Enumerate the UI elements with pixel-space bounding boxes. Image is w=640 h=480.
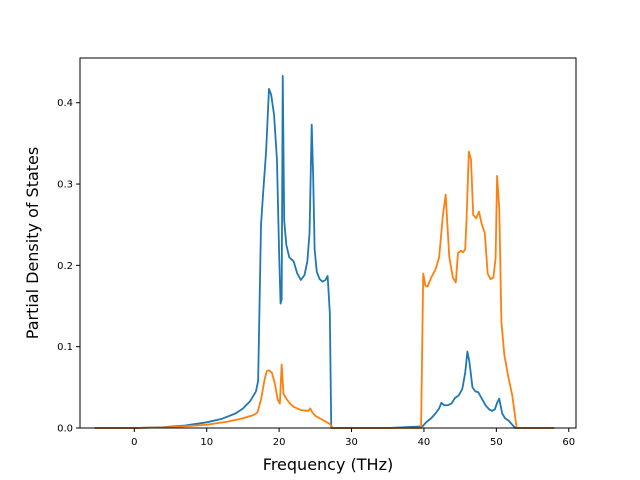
y-tick-label: 0.2 bbox=[57, 261, 73, 272]
y-tick-label: 0.1 bbox=[57, 342, 73, 353]
x-tick-label: 40 bbox=[418, 437, 431, 448]
y-tick-label: 0.3 bbox=[57, 180, 73, 191]
x-tick-label: 0 bbox=[131, 437, 137, 448]
series-line-1 bbox=[94, 74, 555, 429]
x-tick-label: 60 bbox=[562, 437, 575, 448]
y-tick-label: 0.0 bbox=[57, 424, 73, 435]
y-tick-label: 0.4 bbox=[57, 98, 73, 109]
series-line-2 bbox=[94, 150, 555, 429]
y-axis: 0.0 0.1 0.2 0.3 0.4 bbox=[57, 98, 80, 435]
x-tick-label: 50 bbox=[490, 437, 503, 448]
x-tick-label: 20 bbox=[273, 437, 286, 448]
x-axis: 0 10 20 30 40 50 60 bbox=[131, 428, 575, 448]
plot-frame bbox=[79, 57, 577, 429]
plot-lines bbox=[94, 74, 555, 429]
x-axis-label: Frequency (THz) bbox=[263, 455, 393, 474]
y-axis-label: Partial Density of States bbox=[23, 147, 42, 339]
x-tick-label: 10 bbox=[200, 437, 213, 448]
x-tick-label: 30 bbox=[345, 437, 358, 448]
